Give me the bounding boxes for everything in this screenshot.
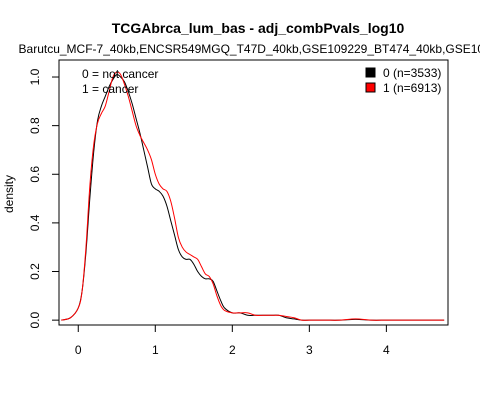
x-tick-label: 2 [229,343,236,357]
y-tick-label: 1.0 [28,68,42,85]
series-line-1 [61,71,445,321]
legend-label-1: 1 (n=6913) [383,81,441,95]
x-tick-label: 0 [75,343,82,357]
series-line-0 [61,74,445,321]
x-tick-label: 3 [306,343,313,357]
legend-swatch-1 [365,82,376,93]
chart-subtitle: Barutcu_MCF-7_40kb,ENCSR549MGQ_T47D_40kb… [19,42,480,56]
legend-label-0: 0 (n=3533) [383,66,441,80]
x-tick-label: 4 [383,343,390,357]
annotation-not-cancer: 0 = not cancer [82,67,158,81]
y-tick-label: 0.6 [28,166,42,183]
x-tick-label: 1 [152,343,159,357]
y-axis-label: density [2,175,16,213]
y-axis: 0.0 0.2 0.4 0.6 0.8 1.0 [28,68,60,328]
series-layer [61,71,445,321]
chart-title: TCGAbrca_lum_bas - adj_combPvals_log10 [112,20,405,36]
y-tick-label: 0.2 [28,263,42,280]
annotation-cancer: 1 = cancer [82,82,138,96]
y-tick-label: 0.4 [28,214,42,231]
legend-swatch-0 [365,67,376,78]
y-tick-label: 0.0 [28,311,42,328]
plot-frame [58,59,449,326]
y-tick-label: 0.8 [28,117,42,134]
legend: 0 (n=3533) 1 (n=6913) [365,66,441,95]
x-axis: 0 1 2 3 4 [75,324,390,357]
